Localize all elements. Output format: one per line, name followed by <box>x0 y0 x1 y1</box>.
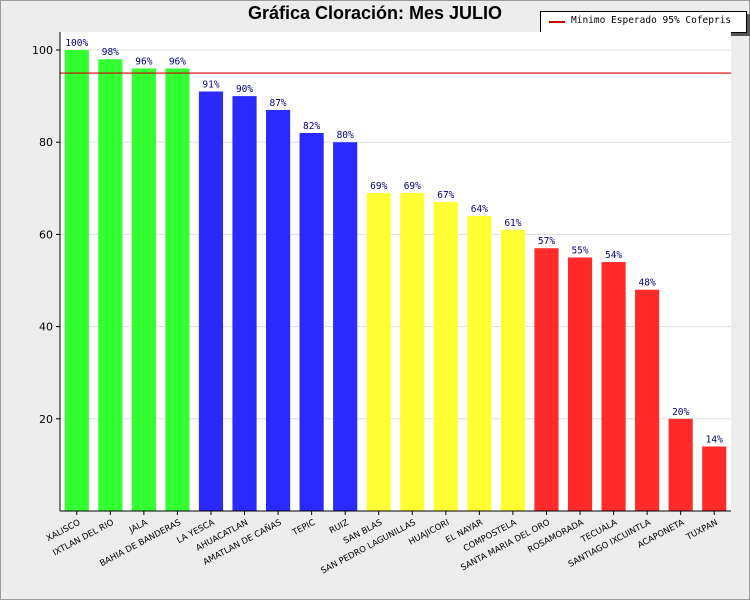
y-tick-label: 40 <box>39 321 53 334</box>
bar-17 <box>601 262 626 511</box>
bar-7 <box>265 109 291 512</box>
x-tick-label: JALA <box>127 518 149 536</box>
value-label: 98% <box>102 47 119 58</box>
bar-2 <box>98 59 123 511</box>
value-label: 20% <box>672 407 689 418</box>
bar-20 <box>702 446 727 511</box>
bar-15 <box>534 248 559 512</box>
value-label: 90% <box>236 84 253 95</box>
value-label: 69% <box>404 181 421 192</box>
bar-8 <box>299 132 324 512</box>
value-label: 69% <box>370 181 387 192</box>
bar-9 <box>333 142 358 511</box>
value-label: 14% <box>706 434 723 445</box>
value-label: 64% <box>471 204 488 215</box>
y-tick-label: 80 <box>39 136 53 149</box>
value-label: 67% <box>437 190 454 201</box>
x-tick-label: TUXPAN <box>684 518 720 543</box>
bar-14 <box>500 229 526 512</box>
value-label: 82% <box>303 121 320 132</box>
x-tick-label: IXTLAN DEL RIO <box>51 518 116 559</box>
bar-18 <box>635 289 660 511</box>
y-tick-label: 100 <box>32 44 53 57</box>
plot-area <box>60 32 731 511</box>
value-label: 54% <box>605 250 622 261</box>
bar-11 <box>400 192 425 511</box>
value-label: 87% <box>269 98 286 109</box>
y-tick-label: 20 <box>39 413 53 426</box>
bar-19 <box>668 418 693 511</box>
value-label: 96% <box>135 56 152 67</box>
value-label: 55% <box>571 245 588 256</box>
value-label: 80% <box>337 130 354 141</box>
x-tick-label: RUIZ <box>328 518 351 537</box>
value-label: 96% <box>169 56 186 67</box>
chart-title: Gráfica Cloración: Mes JULIO <box>247 3 503 23</box>
value-label: 100% <box>65 38 88 49</box>
bar-12 <box>433 202 458 511</box>
bar-3 <box>131 68 156 511</box>
bar-10 <box>366 192 391 511</box>
legend-line-swatch <box>549 21 565 23</box>
bar-16 <box>567 257 593 511</box>
value-label: 91% <box>202 79 219 90</box>
value-label: 57% <box>538 236 555 247</box>
bar-4 <box>165 68 190 511</box>
bar-5 <box>198 91 224 512</box>
bar-1 <box>64 50 89 511</box>
x-tick-label: TEPIC <box>290 518 317 539</box>
value-label: 48% <box>639 278 656 289</box>
bar-6 <box>232 96 257 511</box>
bar-13 <box>467 215 492 511</box>
value-label: 61% <box>504 218 521 229</box>
y-tick-label: 60 <box>39 228 53 241</box>
legend-label: Minimo Esperado 95% Cofepris <box>571 15 732 26</box>
